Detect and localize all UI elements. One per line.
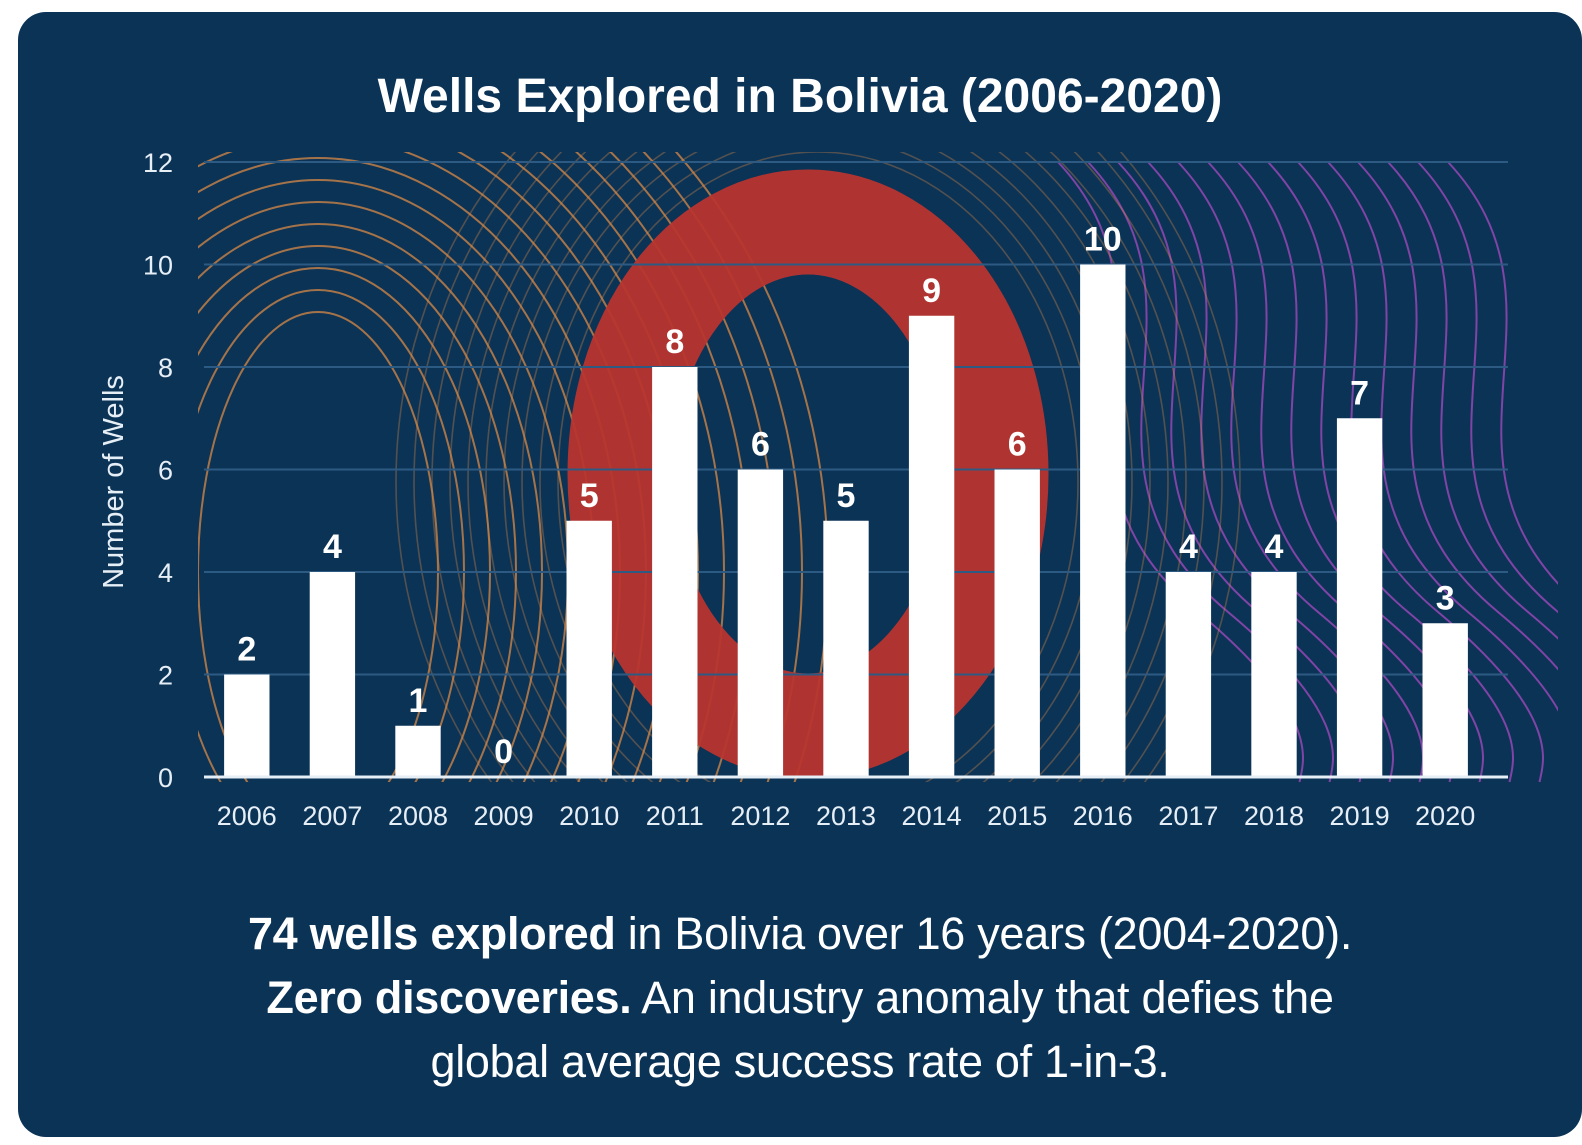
contour-line-center (395, 152, 1241, 782)
contour-line-right (1387, 161, 1558, 640)
bar-2015 (994, 469, 1040, 777)
data-label: 5 (837, 477, 856, 515)
contour-line-right (1417, 161, 1558, 614)
data-label: 2 (237, 631, 256, 669)
caption-highlight-wells: 74 wells explored (247, 908, 616, 959)
bar-2014 (908, 315, 955, 777)
contour-line-center (485, 152, 1151, 782)
contour-line-center (503, 152, 1133, 782)
y-tick-label: 6 (158, 456, 173, 486)
bar-2018 (1251, 572, 1297, 777)
data-label: 4 (1265, 528, 1284, 566)
data-label: 4 (1179, 528, 1198, 566)
y-tick-label: 2 (158, 661, 173, 691)
caption-line-2: Zero discoveries. An industry anomaly th… (18, 966, 1582, 1030)
contour-line-right (1447, 161, 1558, 585)
data-label: 6 (1008, 426, 1027, 464)
y-tick-label: 10 (143, 251, 173, 281)
chart-card: 2 4 1 0 5 8 6 5 9 6 10 4 4 7 3 0 2 4 6 8 10 12 2006 2007 2008 20… (18, 12, 1582, 1137)
x-tick-label: 2010 (559, 801, 619, 831)
y-tick-label: 0 (158, 763, 173, 793)
bar-2008 (395, 725, 441, 777)
x-tick-label: 2008 (388, 801, 448, 831)
bar-2013 (823, 520, 869, 777)
data-label: 10 (1084, 221, 1122, 259)
bar-2012 (737, 469, 784, 777)
caption-line-1: 74 wells explored in Bolivia over 16 yea… (18, 902, 1582, 966)
data-label: 9 (922, 272, 941, 310)
contour-line-center (431, 152, 1205, 782)
x-tick-label: 2013 (816, 801, 876, 831)
bar-2017 (1165, 572, 1212, 777)
contour-line-right (1177, 161, 1424, 782)
y-tick-label: 12 (143, 148, 173, 178)
caption: 74 wells explored in Bolivia over 16 yea… (18, 902, 1582, 1094)
caption-text-2: An industry anomaly that defies the (631, 972, 1334, 1023)
data-label: 8 (665, 323, 684, 361)
bar-2006 (224, 674, 270, 777)
bar-2019 (1336, 418, 1383, 777)
x-tick-label: 2016 (1073, 801, 1133, 831)
x-tick-label: 2019 (1330, 801, 1390, 831)
caption-line-3: global average success rate of 1-in-3. (430, 1036, 1170, 1087)
contour-line-center (557, 152, 1079, 782)
contour-line-center (467, 152, 1169, 782)
y-tick-label: 8 (158, 353, 173, 383)
x-tick-label: 2014 (902, 801, 962, 831)
bar-2010 (566, 520, 612, 777)
y-axis-label: Number of Wells (98, 375, 130, 589)
data-label: 3 (1436, 579, 1455, 617)
x-tick-label: 2012 (730, 801, 790, 831)
contour-line-center (449, 152, 1187, 782)
y-tick-label: 4 (158, 558, 173, 588)
bar-2011 (652, 367, 698, 777)
data-label: 5 (580, 477, 599, 515)
contour-line-right (1327, 161, 1558, 712)
data-label: 4 (323, 528, 342, 566)
contour-line-right (1267, 161, 1514, 782)
contour-line-right (1297, 161, 1544, 782)
x-tick-label: 2020 (1415, 801, 1475, 831)
x-tick-label: 2015 (987, 801, 1047, 831)
x-tick-label: 2009 (474, 801, 534, 831)
contour-line-left (198, 245, 517, 782)
data-label: 6 (751, 426, 770, 464)
x-tick-label: 2017 (1158, 801, 1218, 831)
x-tick-label: 2011 (646, 801, 704, 831)
data-label: 0 (494, 733, 513, 771)
bars (224, 264, 1468, 777)
contour-line-center (413, 152, 1223, 782)
contour-line-right (1357, 161, 1558, 671)
bar-2007 (309, 572, 356, 777)
contour-line-left (198, 201, 569, 782)
x-tick-label: 2006 (217, 801, 277, 831)
contour-line-right (1087, 161, 1334, 782)
bar-2016 (1080, 264, 1126, 777)
chart-title: Wells Explored in Bolivia (2006-2020) (378, 70, 1223, 123)
x-tick-label: 2018 (1244, 801, 1304, 831)
bar-2020 (1422, 623, 1468, 777)
caption-highlight-discoveries: Zero discoveries. (266, 972, 632, 1023)
x-tick-label: 2007 (302, 801, 362, 831)
caption-text-1: in Bolivia over 16 years (2004-2020). (615, 908, 1353, 959)
data-label: 7 (1350, 374, 1369, 412)
data-label: 1 (409, 682, 428, 720)
